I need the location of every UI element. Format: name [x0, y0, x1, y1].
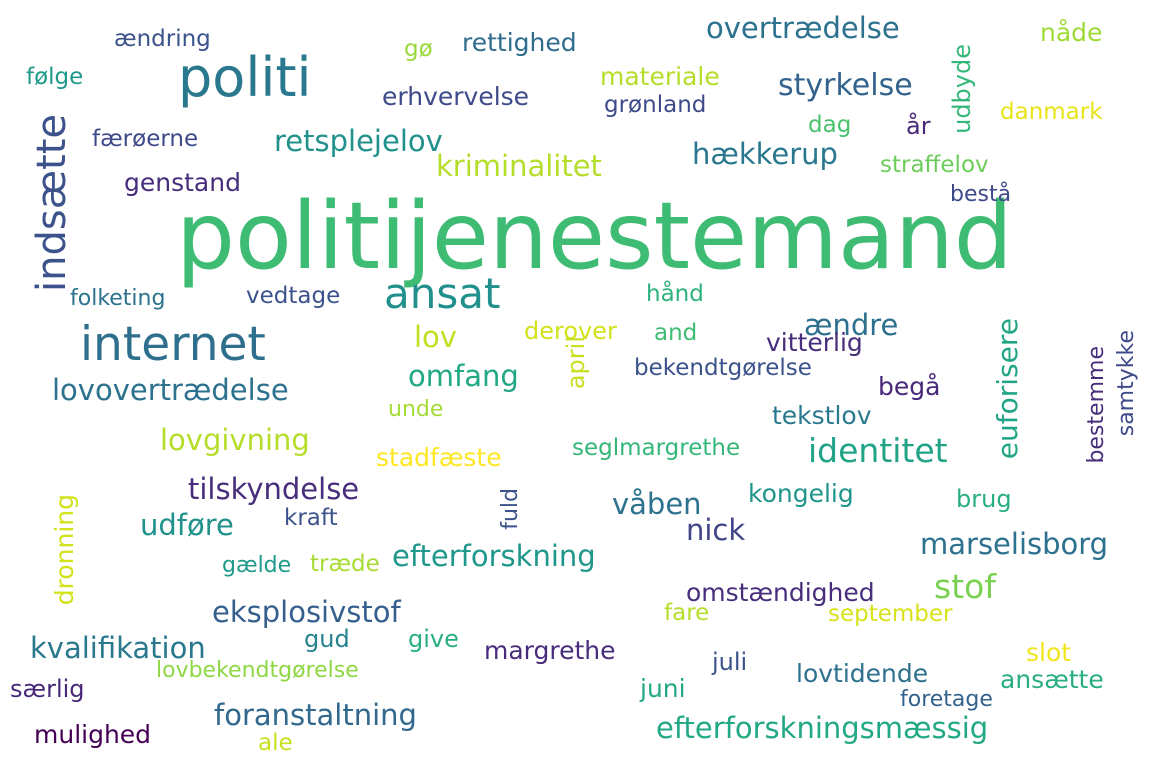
word-fuld: fuld [498, 488, 523, 530]
word-marselisborg: marselisborg [920, 527, 1109, 561]
word-tekstlov: tekstlov [772, 401, 872, 430]
word-juli: juli [712, 648, 748, 676]
word-kvalifikation: kvalifikation [30, 631, 206, 665]
word-identitet: identitet [808, 431, 948, 470]
word-vitterlig: vitterlig [766, 328, 863, 357]
word-unde: unde [388, 397, 444, 422]
word-bekendtgoerelse: bekendtgørelse [634, 355, 812, 381]
word-danmark: danmark [1000, 99, 1103, 125]
word-lov: lov [414, 320, 457, 354]
word-groenland: grønland [604, 92, 707, 118]
word-materiale: materiale [600, 62, 720, 91]
word-dag: dag [808, 112, 852, 138]
word-ansaette: ansætte [1000, 665, 1104, 694]
word-rettighed: rettighed [462, 28, 577, 57]
word-give: give [408, 625, 459, 653]
word-stof: stof [934, 567, 996, 606]
word-derover: derover [524, 317, 617, 345]
word-foelge: følge [26, 64, 84, 90]
word-politi: politi [178, 46, 312, 109]
word-september: september [828, 601, 953, 627]
word-efterforskning: efterforskning [392, 539, 596, 573]
word-gaelde: gælde [222, 553, 292, 578]
word-nick: nick [686, 513, 746, 547]
word-tilskyndelse: tilskyndelse [188, 472, 360, 506]
word-kraft: kraft [284, 505, 338, 531]
word-goe: gø [404, 36, 433, 62]
word-saerlig: særlig [10, 675, 85, 703]
word-stadfaeste: stadfæste [376, 443, 502, 472]
word-seglmargrethe: seglmargrethe [572, 435, 741, 461]
word-dronning: dronning [50, 494, 79, 606]
word-indsaette: indsætte [29, 114, 75, 292]
word-mulighed: mulighed [34, 720, 152, 749]
word-haand: hånd [646, 281, 704, 307]
word-efterforskningsmaessig: efterforskningsmæssig [656, 711, 989, 745]
word-slot: slot [1026, 638, 1072, 667]
word-kriminalitet: kriminalitet [436, 149, 602, 183]
word-omfang: omfang [408, 359, 519, 393]
word-fare: fare [664, 600, 710, 626]
word-omstaendighed: omstændighed [686, 578, 875, 607]
word-vedtage: vedtage [246, 283, 341, 309]
word-ansat: ansat [384, 269, 501, 318]
word-traede: træde [310, 551, 380, 577]
word-lovovertraedelse: lovovertrædelse [52, 373, 289, 407]
word-and: and [654, 320, 698, 346]
word-genstand: genstand [124, 168, 241, 197]
word-bestemme: bestemme [1084, 346, 1109, 464]
word-lovbekendtgoerelse: lovbekendtgørelse [156, 658, 359, 683]
word-lovtidende: lovtidende [796, 659, 929, 688]
word-aendring: ændring [114, 26, 211, 52]
word-margrethe: margrethe [484, 636, 616, 665]
word-haekkerup: hækkerup [692, 137, 838, 171]
word-foranstaltning: foranstaltning [214, 698, 417, 732]
word-udfoere: udføre [140, 508, 234, 542]
word-udbyde: udbyde [948, 44, 976, 134]
word-begaa: begå [878, 372, 941, 401]
word-eksplosivstof: eksplosivstof [212, 595, 401, 629]
word-samtykke: samtykke [1114, 330, 1139, 437]
word-ale: ale [258, 730, 293, 756]
word-juni: juni [640, 674, 686, 703]
word-kongelig: kongelig [748, 479, 854, 508]
word-aendre: ændre [804, 308, 899, 342]
word-lovgivning: lovgivning [160, 423, 310, 457]
word-folketing: folketing [70, 286, 166, 311]
word-erhvervelse: erhvervelse [382, 82, 530, 111]
word-overtraedelse: overtrædelse [706, 11, 900, 45]
word-vaaben: våben [612, 487, 702, 521]
word-politijenestemand: politijenestemand [176, 182, 1013, 290]
word-aar: år [906, 112, 931, 140]
word-bestaa: bestå [950, 182, 1012, 207]
word-gud: gud [304, 625, 350, 653]
word-styrkelse: styrkelse [778, 68, 913, 103]
word-foretage: foretage [900, 687, 993, 712]
word-faeroeerne: færøerne [92, 126, 199, 152]
word-internet: internet [80, 317, 266, 372]
word-euforisere: euforisere [991, 318, 1024, 460]
word-naade: nåde [1040, 18, 1103, 47]
word-straffelov: straffelov [880, 152, 989, 178]
word-retsplejelov: retsplejelov [274, 124, 443, 158]
word-april: april [562, 336, 590, 390]
word-brug: brug [956, 485, 1012, 513]
